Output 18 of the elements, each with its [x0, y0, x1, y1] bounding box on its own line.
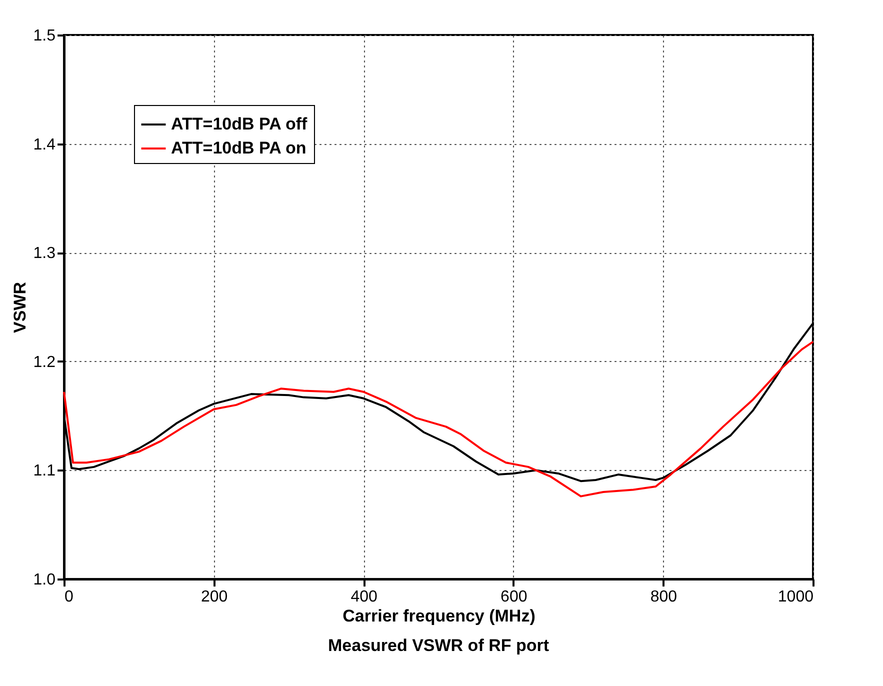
- y-tick-label: 1.3: [33, 245, 56, 262]
- x-tick-label: 400: [350, 588, 378, 606]
- y-tick-label: 1.0: [33, 572, 56, 588]
- y-tick-label: 1.4: [33, 136, 56, 154]
- x-axis-title: Carrier frequency (MHz): [342, 606, 536, 626]
- x-tick-label: 1000: [778, 588, 814, 606]
- y-tick-label: 1.1: [33, 462, 56, 480]
- x-tick-label: 800: [650, 588, 678, 606]
- legend-label: ATT=10dB PA off: [171, 114, 308, 134]
- text: Measured VSWR of RF port: [328, 636, 550, 655]
- y-axis-title: VSWR: [10, 282, 30, 333]
- x-tick-label: 200: [200, 588, 228, 606]
- line-series: [63, 340, 814, 498]
- y-tick-label: 1.5: [33, 28, 56, 44]
- legend-label: ATT=10dB PA on: [171, 138, 306, 158]
- x-tick-label: 600: [500, 588, 528, 606]
- x-tick-label: 0: [64, 588, 74, 606]
- y-tick-label: 1.2: [33, 354, 56, 371]
